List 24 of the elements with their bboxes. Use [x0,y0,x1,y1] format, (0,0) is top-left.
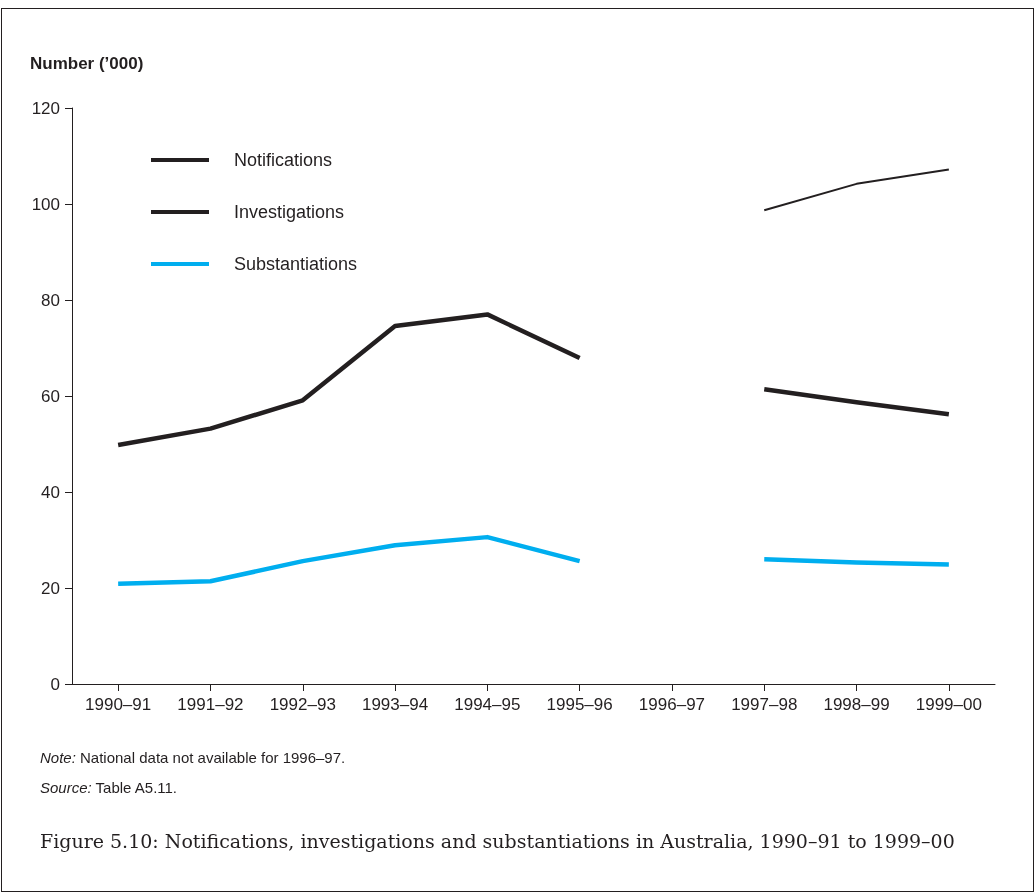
legend-label: Substantiations [234,254,358,274]
y-tick-label: 100 [31,194,60,214]
text: Note: National data not available for 1996–97. [40,749,346,766]
y-tick-label: 20 [41,578,60,598]
text: Figure 5.10: Notifications, investigations and substantiations in Australia, 1990–91 to 1999–00 [40,830,955,852]
x-tick-label: 1996–97 [638,695,706,714]
y-tick-label: 60 [41,386,60,406]
x-tick-label: 1998–99 [823,695,890,714]
y-tick-label: 40 [41,482,60,502]
x-tick-label: 1991–92 [177,695,244,714]
x-tick-label: 1994–95 [454,695,521,714]
x-tick-label: 1995–96 [546,695,613,714]
x-tick-label: 1990–91 [85,695,152,714]
x-tick-label: 1993–94 [361,695,429,714]
y-tick-label: 120 [31,98,60,118]
y-tick-label: 0 [50,674,60,694]
source-note: Source: Table A5.11. [40,779,178,796]
legend-label: Notifications [234,150,333,170]
x-tick-label: 1992–93 [269,695,336,714]
y-axis-title: Number (’000) [30,54,144,73]
x-tick-label: 1999–00 [915,695,982,714]
y-tick-label: 80 [41,290,60,310]
legend-label: Investigations [234,202,345,222]
x-tick-label: 1997–98 [731,695,798,714]
